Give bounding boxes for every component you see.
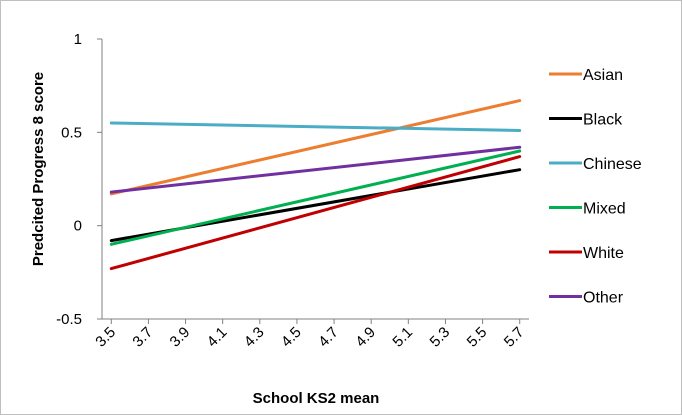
y-tick-labels: 1 0.5 0 -0.5 <box>56 31 82 328</box>
series-lines <box>109 99 522 271</box>
legend-label-mixed: Mixed <box>583 201 626 218</box>
x-tick-label: 5.5 <box>464 324 491 351</box>
x-tick-label: 4.3 <box>241 324 268 351</box>
legend-label-white: White <box>583 245 624 262</box>
legend-label-black: Black <box>583 112 623 129</box>
x-tick-labels: 3.5 3.7 3.9 4.1 4.3 4.5 4.7 4.9 5.1 5.3 5.5 5.7 <box>92 324 527 351</box>
y-axis-title: Predcited Progress 8 score <box>30 72 47 266</box>
x-tick-label: 3.9 <box>167 324 194 351</box>
series-line-mixed <box>109 149 522 246</box>
axes <box>97 38 529 324</box>
y-tick-label: 0.5 <box>61 124 82 141</box>
x-tick-label: 4.7 <box>315 324 342 351</box>
y-tick-label: 1 <box>74 31 82 48</box>
x-tick-label: 4.1 <box>204 324 231 351</box>
legend-label-chinese: Chinese <box>583 156 642 173</box>
x-tick-label: 4.9 <box>352 324 379 351</box>
y-tick-label: 0 <box>74 218 82 235</box>
series-line-chinese <box>109 121 522 132</box>
y-tick-label: -0.5 <box>56 311 82 328</box>
x-tick-label: 3.5 <box>92 324 119 351</box>
x-tick-label: 3.7 <box>129 324 156 351</box>
legend-label-other: Other <box>583 290 624 307</box>
series-line-white <box>109 155 522 271</box>
series-line-other <box>109 145 522 194</box>
x-axis-title: School KS2 mean <box>253 390 380 407</box>
x-tick-label: 5.1 <box>389 324 416 351</box>
x-tick-label: 5.3 <box>427 324 454 351</box>
legend: Asian Black Chinese Mixed White Other <box>549 67 642 307</box>
series-line-asian <box>109 99 522 196</box>
x-tick-label: 5.7 <box>501 324 528 351</box>
legend-label-asian: Asian <box>583 67 623 84</box>
x-tick-label: 4.5 <box>278 324 305 351</box>
